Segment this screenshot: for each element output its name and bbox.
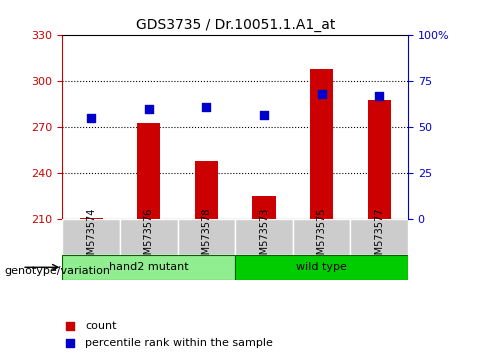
Text: count: count [85,321,117,331]
Text: percentile rank within the sample: percentile rank within the sample [85,338,273,348]
Point [320,266,328,271]
Bar [368,100,391,219]
Text: GSM573573: GSM573573 [259,207,269,267]
FancyBboxPatch shape [120,219,178,255]
Text: GSM573578: GSM573578 [202,207,211,267]
Text: genotype/variation: genotype/variation [5,266,111,276]
FancyBboxPatch shape [350,219,408,255]
Bar [195,161,218,219]
FancyBboxPatch shape [178,219,235,255]
Text: GSM573576: GSM573576 [144,207,154,267]
Bar [137,123,160,219]
Point [145,106,153,112]
Bar [310,69,333,219]
Text: GSM573575: GSM573575 [317,207,326,267]
Bar [252,196,276,219]
FancyBboxPatch shape [293,219,350,255]
Text: wild type: wild type [296,262,347,272]
Point [260,112,268,118]
FancyBboxPatch shape [62,219,120,255]
Bar [80,218,103,219]
Text: GSM573574: GSM573574 [86,207,96,267]
FancyBboxPatch shape [235,219,293,255]
Text: GSM573577: GSM573577 [374,207,384,267]
Point [87,115,95,121]
Point [318,91,325,97]
FancyBboxPatch shape [235,255,408,280]
Title: GDS3735 / Dr.10051.1.A1_at: GDS3735 / Dr.10051.1.A1_at [135,18,335,32]
Point [320,105,328,110]
FancyBboxPatch shape [62,255,235,280]
Point [203,104,210,110]
Text: hand2 mutant: hand2 mutant [109,262,189,272]
Point [375,93,383,99]
